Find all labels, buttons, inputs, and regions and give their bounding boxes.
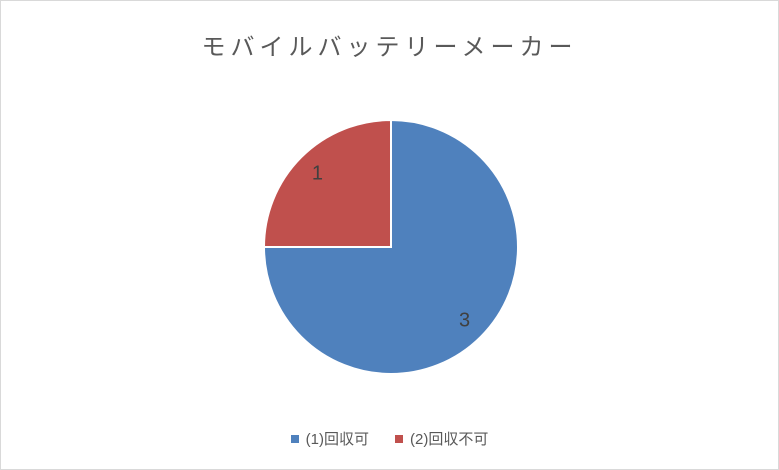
data-label-2: 1 (312, 162, 323, 184)
legend-label: (1)回収可 (305, 431, 369, 448)
pie-slice-1[interactable] (262, 118, 519, 375)
legend-swatch (290, 434, 299, 443)
legend-item-kaishu-ka[interactable]: (1)回収可 (290, 428, 369, 449)
legend-item-kaishu-fuka[interactable]: (2)回収不可 (395, 428, 488, 449)
legend-swatch (395, 434, 403, 443)
chart-title: モバイルバッテリーメーカー (201, 34, 578, 61)
legend: (1)回収可 (2)回収不可 (1, 428, 778, 449)
legend-label: (2)回収不可 (410, 431, 489, 448)
data-label-1: 3 (459, 310, 470, 332)
pie-chart: 31 (262, 118, 519, 375)
pie-slice-2[interactable] (262, 118, 392, 248)
